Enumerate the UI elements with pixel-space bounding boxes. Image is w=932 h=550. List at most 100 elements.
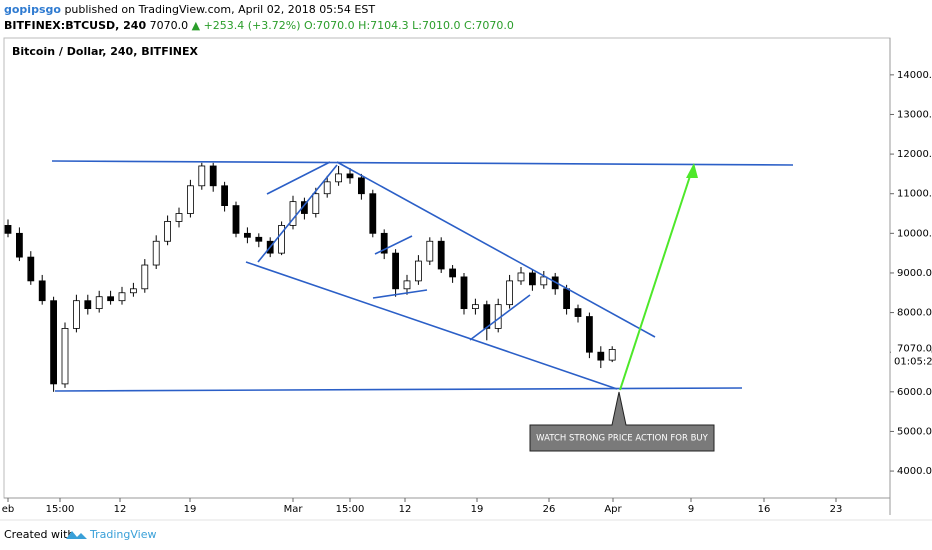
footer-brand: TradingView	[89, 528, 156, 541]
symbol-line: BITFINEX:BTCUSD, 240 7070.0 ▲ +253.4 (+3…	[4, 19, 514, 32]
logo	[66, 531, 87, 539]
y-tick-label: 6000.0	[897, 387, 932, 398]
candle-body	[312, 193, 320, 214]
arrow	[619, 169, 693, 391]
candle-body	[449, 268, 457, 278]
x-tick-label: 12	[114, 504, 127, 515]
candle-body	[346, 173, 354, 179]
candle-body	[38, 280, 46, 302]
candle-body	[529, 272, 536, 286]
candle-body	[243, 232, 251, 238]
candle-body	[95, 296, 103, 310]
candle-body	[221, 185, 229, 206]
trend-line	[266, 161, 331, 195]
x-tick-label: Apr	[604, 504, 622, 515]
candle-body	[403, 280, 411, 290]
candle-body	[369, 193, 377, 234]
candle-body	[118, 292, 126, 302]
candle-body	[278, 225, 286, 254]
footer-created: Created with	[4, 528, 74, 541]
candle-body	[608, 349, 616, 361]
candle-body	[460, 276, 468, 310]
y-tick-label: 9000.0	[897, 268, 932, 279]
channel-upper	[336, 161, 656, 338]
candle-body	[186, 185, 194, 214]
x-tick-label: 19	[471, 504, 484, 515]
x-tick-label: 23	[830, 504, 843, 515]
callout-text: WATCH STRONG PRICE ACTION FOR BUY	[536, 434, 708, 444]
y-tick-label: 11000.0	[897, 189, 932, 200]
y-tick-label: 5000.0	[897, 426, 932, 437]
plot-frame	[3, 37, 891, 499]
arrow-head	[686, 163, 698, 178]
candle-body	[586, 316, 593, 353]
x-tick-label: 19	[184, 504, 197, 515]
candle-body	[414, 260, 422, 282]
candle-body	[540, 276, 548, 286]
x-tick-label: 15:00	[336, 504, 365, 515]
candle-body	[335, 173, 343, 183]
channel-lower	[245, 261, 618, 390]
candle-body	[129, 288, 137, 294]
candle-body	[517, 272, 525, 282]
candle-body	[232, 205, 240, 234]
candle-body	[471, 304, 479, 310]
x-tick-label: 26	[543, 504, 556, 515]
x-tick-label: 16	[758, 504, 771, 515]
y-tick-label: 10000.0	[897, 228, 932, 239]
candle-body	[563, 288, 570, 310]
support-line	[54, 387, 743, 392]
change: ▲ +253.4 (+3.72%)	[191, 19, 301, 32]
countdown: 01:05:27	[894, 356, 932, 367]
y-tick-label: 8000.0	[897, 308, 932, 319]
x-tick-label: Mar	[284, 504, 304, 515]
published: published on TradingView.com, April 02, …	[64, 3, 376, 16]
candle-body	[61, 328, 69, 385]
candle-body	[175, 213, 183, 222]
x-tick-label: 9	[688, 504, 694, 515]
ohlc: O:7070.0 H:7104.3 L:7010.0 C:7070.0	[304, 19, 514, 32]
candle-body	[255, 236, 263, 242]
candle-body	[392, 252, 400, 290]
candle-body	[50, 300, 57, 385]
candle-body	[506, 280, 514, 306]
x-tick-label: 12	[399, 504, 412, 515]
y-tick-label: 14000.0	[897, 70, 932, 81]
price-tag-box	[891, 341, 931, 368]
candle-body	[198, 165, 206, 187]
y-tick-label: 13000.0	[897, 109, 932, 120]
candle-body	[426, 240, 434, 262]
candle-body	[107, 296, 114, 302]
trend-line	[374, 235, 413, 255]
chart-title: Bitcoin / Dollar, 240, BITFINEX	[12, 45, 199, 58]
callout	[529, 391, 715, 452]
candle-body	[357, 177, 365, 195]
candle-body	[209, 165, 217, 187]
y-tick-label: 4000.0	[897, 466, 932, 477]
x-tick-label: eb	[2, 504, 15, 515]
candle-body	[483, 304, 491, 329]
candle-body	[15, 232, 23, 258]
y-tick-label: 12000.0	[897, 149, 932, 160]
symbol: BITFINEX:BTCUSD, 240	[4, 19, 147, 32]
resistance-line	[51, 160, 794, 166]
candle-body	[4, 225, 12, 234]
drawings	[51, 160, 794, 392]
candle-body	[380, 232, 388, 254]
author: gopipsgo	[4, 3, 61, 16]
candle-body	[164, 221, 172, 242]
x-tick-label: 15:00	[46, 504, 75, 515]
price-tag: 7070.0	[897, 343, 932, 354]
header-line: gopipsgo published on TradingView.com, A…	[4, 3, 375, 16]
candle-body	[84, 300, 92, 310]
trend-line	[469, 294, 531, 341]
candle-body	[27, 256, 35, 282]
last-price: 7070.0	[149, 19, 189, 32]
candle-body	[323, 181, 331, 195]
candle-body	[289, 201, 297, 226]
candle-body	[152, 240, 160, 266]
candle-body	[141, 264, 149, 290]
candle-body	[597, 351, 605, 361]
